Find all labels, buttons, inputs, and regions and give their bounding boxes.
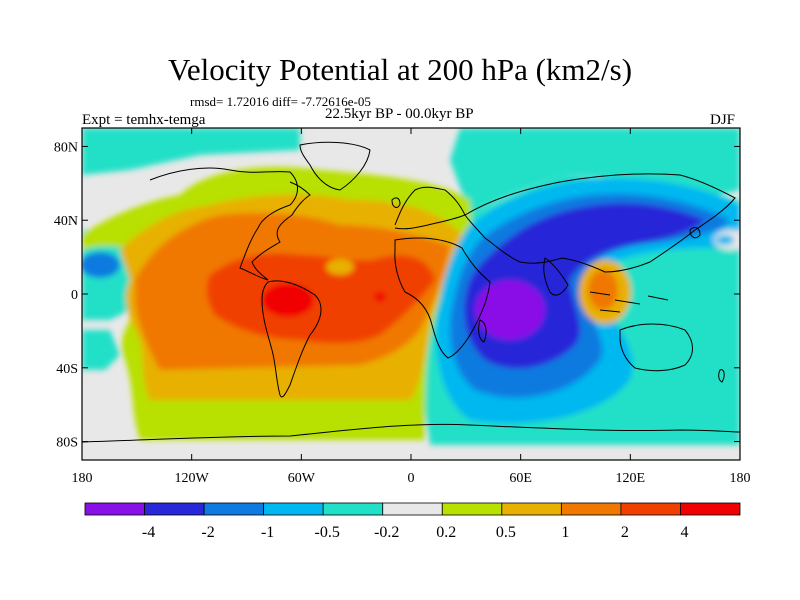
contour-band-2	[206, 253, 435, 344]
coastline-japan	[689, 227, 701, 239]
contour-center-4-south-america	[262, 283, 314, 317]
colorbar-swatch	[382, 502, 443, 516]
season-label: DJF	[710, 112, 736, 128]
lon-tick-label: 120W	[175, 471, 210, 486]
coastline-europe	[394, 186, 466, 230]
coastline-north-america	[149, 167, 311, 281]
colorbar-label: -4	[142, 524, 155, 541]
coastline-uk	[391, 197, 401, 208]
colorbar-label: -0.2	[374, 524, 399, 541]
experiment-label: Expt = temhx-temga	[82, 112, 206, 128]
coastlines	[82, 141, 740, 443]
contour-center-neg4-east-africa	[475, 280, 545, 340]
lon-tick-label: 120E	[616, 471, 646, 486]
lon-tick-label: 180	[72, 471, 93, 486]
colorbar-label: -2	[201, 524, 214, 541]
coastline-madagascar	[478, 319, 487, 343]
coastline-india	[543, 257, 569, 296]
contour-center-4-atlantic	[374, 292, 386, 302]
contour-spot-05-north-atlantic	[326, 259, 354, 275]
colorbar-swatch	[144, 502, 205, 516]
contour-band-neg02-pacific-north	[82, 128, 300, 175]
colorbar-swatch	[203, 502, 265, 516]
colorbar-label: 0.5	[496, 524, 516, 541]
coastline-asia	[464, 173, 736, 273]
contour-spot-neg05-east	[716, 235, 734, 245]
colorbar-label: 0.2	[436, 524, 456, 541]
colorbar: -4 -2 -1 -0.5 -0.2 0.2 0.5 1 2 4	[84, 502, 741, 541]
coastline-south-america	[261, 280, 322, 398]
contour-fills	[82, 128, 740, 445]
colorbar-label: -1	[261, 524, 274, 541]
colorbar-swatch	[560, 502, 622, 516]
map-plot-area	[82, 128, 740, 460]
lat-tick-label: 80N	[54, 140, 78, 155]
coastline-australia	[619, 323, 693, 372]
lat-tick-label: 40N	[54, 214, 78, 229]
contour-band-2-maritime	[588, 270, 618, 310]
latitude-axis: 80N 40N 0 40S 80S	[54, 140, 740, 451]
coastline-new-zealand	[718, 369, 725, 383]
colorbar-swatch	[620, 502, 681, 516]
coastline-maritime-islands	[589, 291, 669, 313]
colorbar-label: -0.5	[315, 524, 340, 541]
colorbar-label: 1	[561, 524, 569, 541]
lon-tick-label: 180	[730, 471, 751, 486]
lat-tick-label: 80S	[56, 436, 78, 451]
colorbar-swatch	[501, 502, 562, 516]
lat-tick-label: 0	[71, 288, 78, 303]
colorbar-swatch	[441, 502, 503, 516]
page-title: Velocity Potential at 200 hPa (km2/s)	[167, 52, 633, 87]
contour-band-neg02-arctic	[450, 128, 740, 215]
period-label: 22.5kyr BP - 00.0kyr BP	[325, 106, 474, 122]
lat-tick-label: 40S	[56, 362, 78, 377]
coastline-greenland	[299, 141, 371, 191]
colorbar-swatch	[84, 502, 145, 516]
lon-tick-label: 0	[408, 471, 415, 486]
lon-tick-label: 60W	[288, 471, 316, 486]
lon-tick-label: 60E	[509, 471, 532, 486]
contour-band-neg02-pacific-south	[82, 330, 120, 370]
colorbar-label: 2	[621, 524, 629, 541]
colorbar-label: 4	[680, 524, 688, 541]
stats-label: rmsd= 1.72016 diff= -7.72616e-05	[190, 94, 371, 109]
colorbar-swatch	[263, 502, 324, 516]
coastline-africa	[394, 237, 491, 359]
contour-spot-neg1-pacific	[82, 252, 120, 278]
colorbar-swatch	[680, 502, 741, 516]
colorbar-swatch	[322, 502, 384, 516]
longitude-axis: 180 120W 60W 0 60E 120E 180	[72, 128, 751, 486]
coastline-antarctica	[82, 423, 740, 443]
